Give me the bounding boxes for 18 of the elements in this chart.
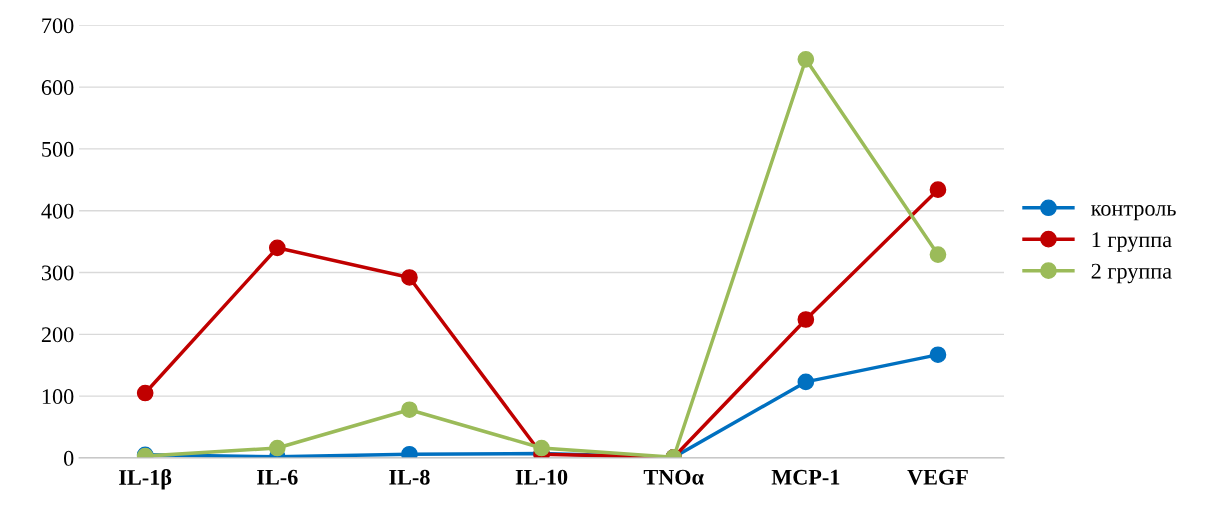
y-tick-label: 700: [42, 18, 74, 34]
x-tick-label: IL-8: [389, 469, 430, 485]
x-tick-label: IL-10: [515, 469, 568, 485]
y-tick-label: 100: [42, 389, 74, 405]
y-tick-label: 0: [63, 450, 74, 466]
legend-label: 1 группа: [1092, 232, 1172, 252]
x-tick-label: VEGF: [907, 469, 968, 485]
legend-label: контроль: [1091, 205, 1176, 221]
y-tick-label: 400: [41, 203, 74, 219]
x-tick-label: IL-6: [257, 469, 298, 485]
x-tick-label: TNOα: [643, 469, 704, 485]
x-tick-label: IL-1β: [119, 469, 172, 490]
legend-label: 2 группа: [1091, 263, 1172, 284]
y-tick-label: 500: [42, 141, 74, 157]
y-tick-label: 200: [41, 327, 74, 343]
y-tick-label: 300: [41, 265, 74, 281]
x-tick-label: MCP-1: [771, 469, 840, 485]
y-tick-label: 600: [41, 80, 74, 96]
